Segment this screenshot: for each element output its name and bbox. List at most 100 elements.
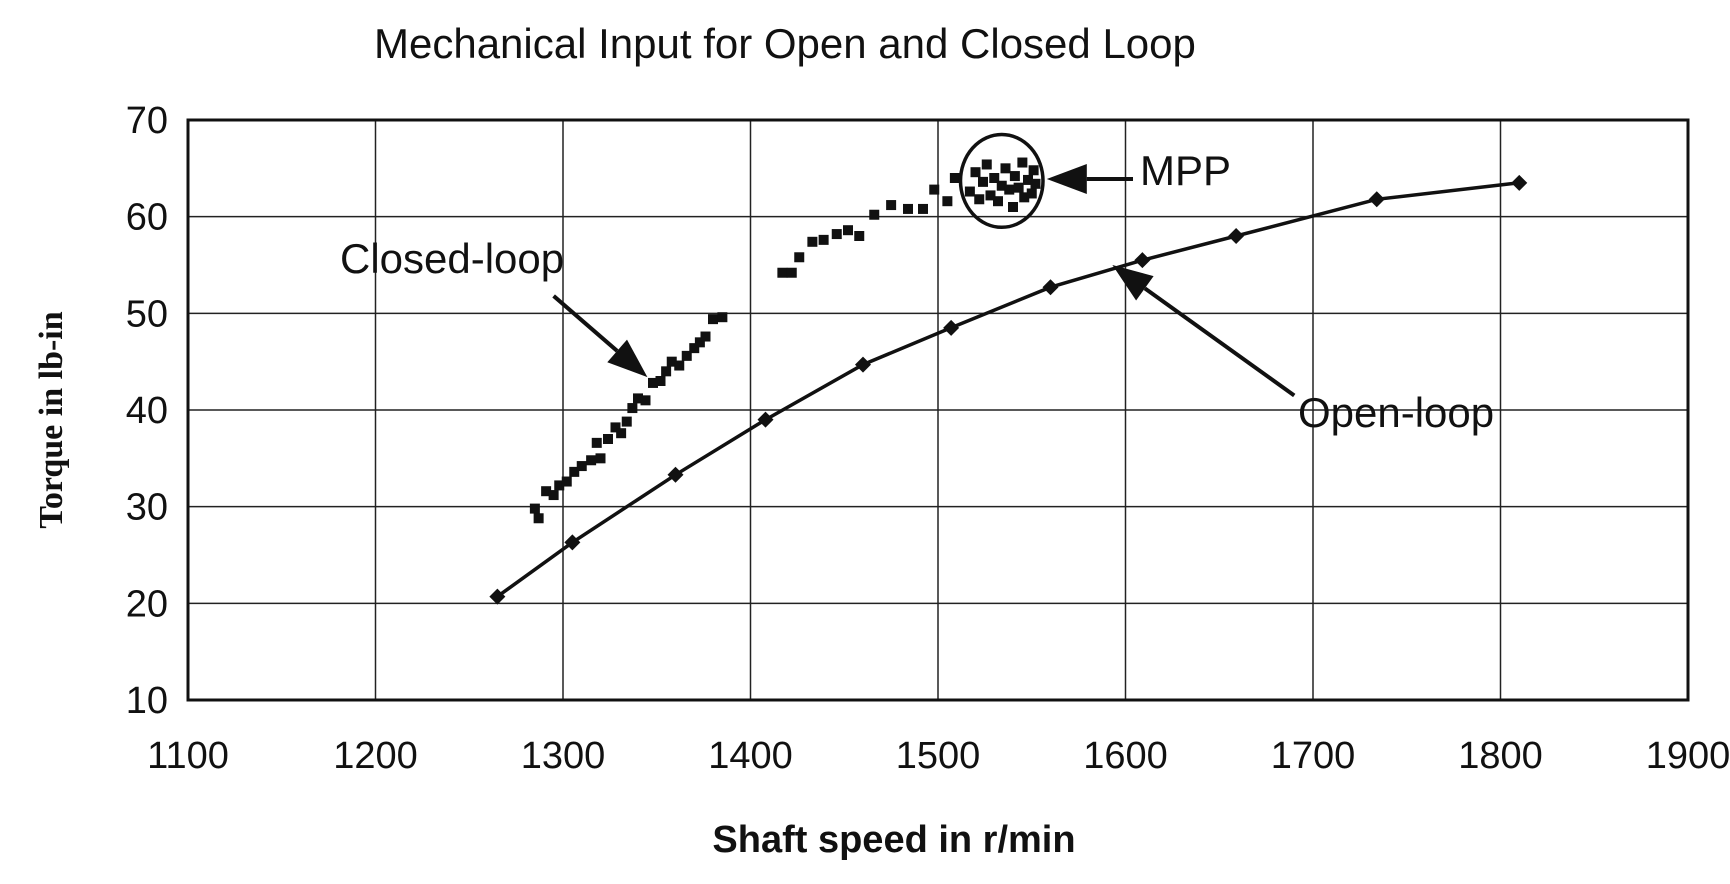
closed-loop-point <box>655 376 666 386</box>
annotation-closed-loop: Closed-loop <box>340 235 564 282</box>
closed-loop-point <box>603 434 613 444</box>
mpp-point <box>1023 174 1033 185</box>
mpp-point <box>981 159 992 170</box>
annotation-open-loop: Open-loop <box>1298 389 1494 436</box>
mpp-point <box>1009 171 1020 182</box>
mpp-point <box>1026 188 1037 199</box>
closed-loop-point <box>591 437 602 448</box>
closed-loop-point <box>777 267 788 278</box>
mpp-point <box>985 190 996 201</box>
y-tick-label: 40 <box>126 390 168 432</box>
mpp-highlight-circle <box>958 132 1045 230</box>
closed-loop-point <box>529 503 540 514</box>
open-loop-point <box>1134 252 1151 269</box>
closed-loop-point <box>700 331 711 342</box>
closed-loop-point <box>708 314 718 325</box>
x-tick-label: 1600 <box>1083 735 1168 777</box>
x-tick-label: 1800 <box>1458 735 1543 777</box>
open-loop-point <box>855 356 871 373</box>
closed-loop-point <box>621 416 632 427</box>
closed-loop-point <box>929 184 940 195</box>
closed-loop-point <box>648 377 658 388</box>
closed-loop-point <box>794 252 805 263</box>
mpp-point <box>1004 184 1015 195</box>
closed-loop-point <box>786 267 797 278</box>
closed-loop-point <box>942 196 953 207</box>
open-loop-point <box>667 466 684 483</box>
x-tick-label: 1500 <box>896 735 981 777</box>
closed-loop-point <box>689 343 700 354</box>
closed-loop-point <box>674 360 685 371</box>
closed-loop-point <box>666 356 677 367</box>
x-tick-label: 1400 <box>708 735 793 777</box>
open-loop-point <box>564 534 581 551</box>
y-axis-label: Torque in lb-in <box>33 311 70 528</box>
y-tick-label: 70 <box>126 100 168 142</box>
closed-loop-arrow-line <box>552 294 619 353</box>
closed-loop-point <box>640 395 651 406</box>
mpp-point <box>1000 163 1011 174</box>
series-layer <box>489 157 1528 605</box>
closed-loop-point <box>610 422 621 433</box>
closed-loop-point <box>949 173 960 183</box>
mpp-point <box>1017 157 1028 168</box>
mpp-point <box>1008 202 1018 212</box>
mpp-point <box>974 194 985 205</box>
x-tick-label: 1200 <box>333 735 418 777</box>
x-axis-label: Shaft speed in r/min <box>712 819 1075 861</box>
closed-loop-point <box>533 513 544 524</box>
closed-loop-point <box>569 466 580 477</box>
closed-loop-arrow-head <box>607 339 648 378</box>
closed-loop-point <box>554 480 565 491</box>
closed-loop-point <box>548 490 559 501</box>
y-tick-label: 20 <box>126 583 168 625</box>
y-tick-label: 50 <box>126 293 168 335</box>
closed-loop-point <box>681 350 692 361</box>
x-tick-label: 1700 <box>1271 735 1356 777</box>
closed-loop-point <box>694 337 705 348</box>
x-axis-tick-labels: 1100 1200 1300 1400 1500 1600 1700 1800 1900 <box>147 735 1730 777</box>
closed-loop-point <box>633 393 643 404</box>
x-tick-label: 1900 <box>1646 735 1730 777</box>
open-loop-point <box>1511 174 1528 191</box>
closed-loop-point <box>831 229 842 240</box>
closed-loop-point <box>627 403 638 414</box>
open-loop-point <box>489 588 506 605</box>
mpp-point <box>1013 182 1024 193</box>
mpp-point <box>1030 178 1041 189</box>
closed-loop-point <box>918 203 928 214</box>
closed-loop-point <box>818 234 829 245</box>
closed-loop-point <box>576 461 587 472</box>
closed-loop-point <box>886 200 897 211</box>
closed-loop-point <box>561 476 572 487</box>
closed-loop-point <box>586 455 597 466</box>
mpp-arrow-head <box>1046 164 1087 194</box>
y-tick-label: 60 <box>126 197 168 239</box>
y-tick-label: 30 <box>126 487 168 529</box>
chart-title: Mechanical Input for Open and Closed Loo… <box>374 20 1196 67</box>
open-loop-point <box>943 319 960 336</box>
mpp-point <box>978 176 988 187</box>
y-tick-label: 10 <box>126 680 168 722</box>
closed-loop-point <box>854 231 865 241</box>
mpp-point <box>996 180 1007 191</box>
mpp-point <box>1019 192 1030 203</box>
closed-loop-point <box>616 428 627 439</box>
open-loop-point <box>1042 279 1059 296</box>
annotation-mpp: MPP <box>1140 147 1231 194</box>
x-tick-label: 1100 <box>147 735 229 777</box>
mpp-point <box>970 167 981 178</box>
closed-loop-point <box>541 486 552 497</box>
closed-loop-point <box>807 236 818 247</box>
open-loop-point <box>1368 191 1385 208</box>
open-loop-arrow-head <box>1112 265 1154 301</box>
open-loop-point <box>1228 228 1245 244</box>
closed-loop-point <box>661 366 672 377</box>
closed-loop-point <box>595 453 606 464</box>
open-loop-point <box>757 411 774 428</box>
mpp-point <box>964 186 975 197</box>
x-tick-label: 1300 <box>521 735 606 777</box>
y-axis-tick-labels: 10 20 30 40 50 60 70 <box>126 100 168 722</box>
annotation-layer <box>552 132 1296 398</box>
